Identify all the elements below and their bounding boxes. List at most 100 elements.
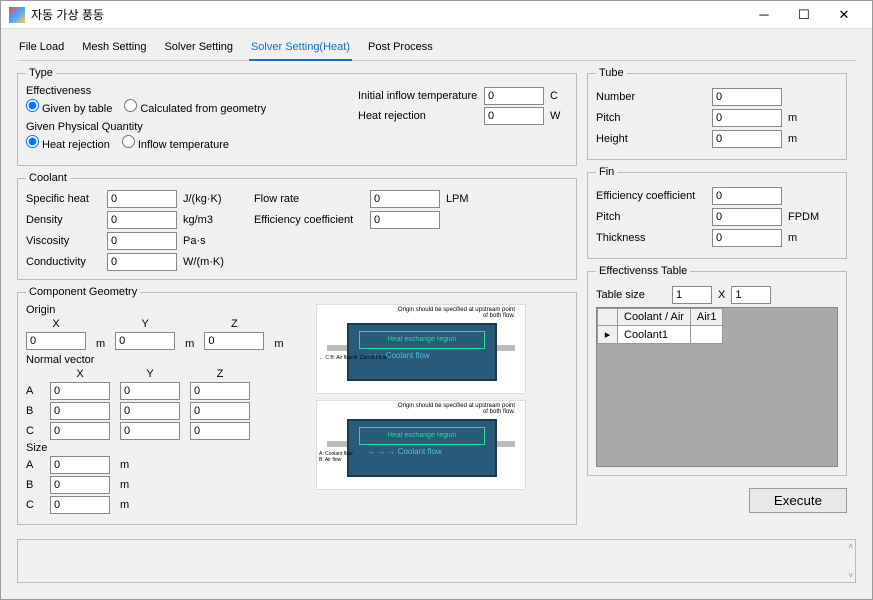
fin-legend: Fin [596, 166, 617, 178]
right-column: Tube Number Pitchm Heightm Fin Efficienc… [587, 67, 847, 531]
tube-height-input[interactable] [712, 130, 782, 148]
content-area: File Load Mesh Setting Solver Setting So… [1, 29, 872, 599]
origin-z-input[interactable] [204, 332, 264, 350]
init-inflow-label: Initial inflow temperature [358, 90, 478, 102]
window-title: 자동 가상 풍동 [31, 6, 744, 23]
normal-label: Normal vector [26, 354, 306, 366]
scroll-up-icon[interactable]: ˄ [848, 542, 853, 551]
size-label: Size [26, 442, 306, 454]
radio-heat-rejection[interactable]: Heat rejection [26, 135, 110, 151]
nv-b-z[interactable] [190, 402, 250, 420]
origin-y-input[interactable] [115, 332, 175, 350]
fin-eff-input[interactable] [712, 187, 782, 205]
execute-button[interactable]: Execute [749, 488, 847, 513]
efftable-group: Effectivenss Table Table sizeX Coolant /… [587, 265, 847, 476]
table-rows-input[interactable] [672, 286, 712, 304]
specific-heat-unit: J/(kg·K) [183, 193, 222, 205]
nv-a-y[interactable] [120, 382, 180, 400]
tube-group: Tube Number Pitchm Heightm [587, 67, 847, 160]
type-group: Type Effectiveness Given by table Calcul… [17, 67, 577, 166]
nv-b-y[interactable] [120, 402, 180, 420]
eff-coef-input[interactable] [370, 211, 440, 229]
heat-rej-unit: W [550, 110, 560, 122]
row-coolant1[interactable]: Coolant1 [618, 326, 691, 344]
viscosity-label: Viscosity [26, 235, 101, 247]
type-legend: Type [26, 67, 56, 79]
minimize-button[interactable]: ─ [744, 2, 784, 28]
nv-a-z[interactable] [190, 382, 250, 400]
table-cols-input[interactable] [731, 286, 771, 304]
table-size-label: Table size [596, 289, 666, 301]
diagram-2: Origin should be specified at upstream p… [316, 400, 526, 490]
viscosity-unit: Pa·s [183, 235, 206, 247]
flow-rate-label: Flow rate [254, 193, 364, 205]
fin-pitch-input[interactable] [712, 208, 782, 226]
fin-group: Fin Efficiency coefficient PitchFPDM Thi… [587, 166, 847, 259]
tube-number-label: Number [596, 91, 706, 103]
nv-a-x[interactable] [50, 382, 110, 400]
conductivity-label: Conductivity [26, 256, 101, 268]
conductivity-input[interactable] [107, 253, 177, 271]
log-box: ˄ ˅ [17, 539, 856, 583]
size-a[interactable] [50, 456, 110, 474]
geometry-group: Component Geometry Origin Xm Ym Zm Norma… [17, 286, 577, 525]
nv-c-x[interactable] [50, 422, 110, 440]
scroll-down-icon[interactable]: ˅ [848, 571, 853, 580]
main-columns: Type Effectiveness Given by table Calcul… [17, 67, 856, 531]
density-label: Density [26, 214, 101, 226]
origin-x-input[interactable] [26, 332, 86, 350]
effectiveness-table[interactable]: Coolant / AirAir1 ▸Coolant1 [596, 307, 838, 467]
conductivity-unit: W/(m·K) [183, 256, 224, 268]
origin-label: Origin [26, 304, 306, 316]
efftable-legend: Effectivenss Table [596, 265, 690, 277]
gpq-label: Given Physical Quantity [26, 121, 338, 133]
window-buttons: ─ ☐ ✕ [744, 2, 864, 28]
col-header[interactable]: Coolant / Air [618, 309, 691, 326]
heat-rej-label: Heat rejection [358, 110, 478, 122]
tab-file-load[interactable]: File Load [17, 37, 66, 60]
left-column: Type Effectiveness Given by table Calcul… [17, 67, 577, 531]
tab-solver-setting-heat[interactable]: Solver Setting(Heat) [249, 37, 352, 61]
tube-pitch-label: Pitch [596, 112, 706, 124]
fin-pitch-label: Pitch [596, 211, 706, 223]
init-inflow-input[interactable] [484, 87, 544, 105]
nv-c-z[interactable] [190, 422, 250, 440]
density-input[interactable] [107, 211, 177, 229]
flow-rate-input[interactable] [370, 190, 440, 208]
tab-post-process[interactable]: Post Process [366, 37, 435, 60]
density-unit: kg/m3 [183, 214, 213, 226]
maximize-button[interactable]: ☐ [784, 2, 824, 28]
geometry-legend: Component Geometry [26, 286, 140, 298]
init-inflow-unit: C [550, 90, 558, 102]
radio-inflow-temp[interactable]: Inflow temperature [122, 135, 229, 151]
coolant-legend: Coolant [26, 172, 70, 184]
effectiveness-label: Effectiveness [26, 85, 338, 97]
specific-heat-input[interactable] [107, 190, 177, 208]
tube-pitch-input[interactable] [712, 109, 782, 127]
tube-number-input[interactable] [712, 88, 782, 106]
nv-b-x[interactable] [50, 402, 110, 420]
fin-thickness-input[interactable] [712, 229, 782, 247]
cell-1-1[interactable] [690, 326, 723, 344]
diagram-1: Origin should be specified at upstream p… [316, 304, 526, 394]
coolant-group: Coolant Specific heat J/(kg·K) Density kg/… [17, 172, 577, 280]
tab-bar: File Load Mesh Setting Solver Setting So… [17, 37, 856, 61]
fin-eff-label: Efficiency coefficient [596, 190, 706, 202]
nv-c-y[interactable] [120, 422, 180, 440]
radio-calc-from-geometry[interactable]: Calculated from geometry [124, 99, 266, 115]
close-button[interactable]: ✕ [824, 2, 864, 28]
tube-height-label: Height [596, 133, 706, 145]
size-c[interactable] [50, 496, 110, 514]
col-air1[interactable]: Air1 [690, 309, 723, 326]
app-icon [9, 7, 25, 23]
viscosity-input[interactable] [107, 232, 177, 250]
flow-rate-unit: LPM [446, 193, 469, 205]
radio-given-by-table[interactable]: Given by table [26, 99, 112, 115]
tab-solver-setting[interactable]: Solver Setting [162, 37, 234, 60]
specific-heat-label: Specific heat [26, 193, 101, 205]
tab-mesh-setting[interactable]: Mesh Setting [80, 37, 148, 60]
size-b[interactable] [50, 476, 110, 494]
eff-coef-label: Efficiency coefficient [254, 214, 364, 226]
tube-legend: Tube [596, 67, 627, 79]
heat-rej-input[interactable] [484, 107, 544, 125]
